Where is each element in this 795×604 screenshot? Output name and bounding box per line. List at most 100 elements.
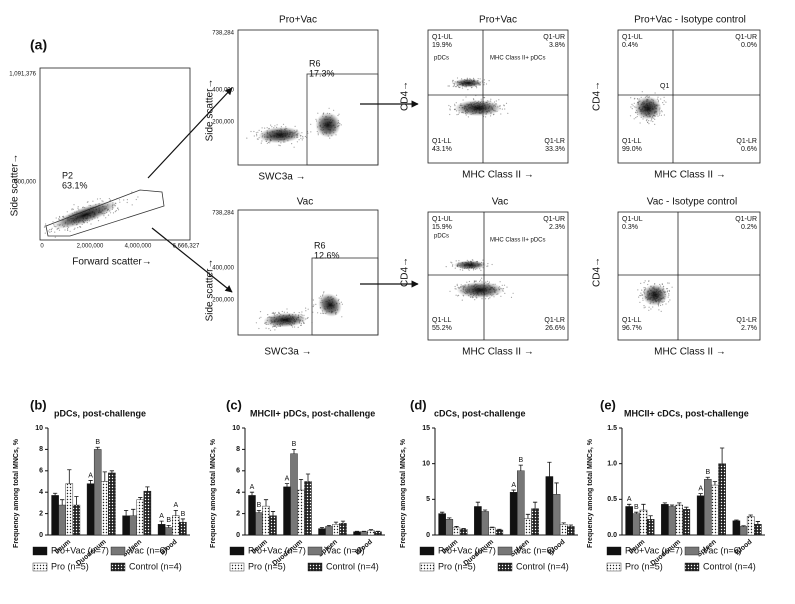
legend-swatch xyxy=(684,562,700,572)
population-note: MHC Class II+ pDCs xyxy=(490,238,546,244)
legend-swatch xyxy=(32,562,48,572)
event-dot xyxy=(663,285,665,287)
legend-label: Vac (n=6) xyxy=(703,545,742,555)
error-bar xyxy=(554,482,559,495)
event-dot xyxy=(457,295,459,297)
event-dot xyxy=(481,298,483,300)
event-dot xyxy=(258,129,260,131)
event-dot xyxy=(468,280,470,283)
legend-swatch xyxy=(497,562,513,572)
legend-swatch xyxy=(110,562,126,572)
event-dot xyxy=(490,98,492,100)
event-dot xyxy=(117,209,120,211)
event-dot xyxy=(639,301,641,303)
event-dot xyxy=(246,137,248,139)
quadrant-percent: 19.9% xyxy=(432,42,452,49)
event-dot xyxy=(305,310,307,312)
chart-title: pDCs, post-challenge xyxy=(54,408,146,418)
event-dot xyxy=(261,127,263,129)
event-dot xyxy=(483,84,485,86)
event-dot xyxy=(265,327,267,329)
event-dot xyxy=(457,113,459,115)
error-bar xyxy=(634,511,639,514)
event-dot xyxy=(126,201,128,204)
event-dot xyxy=(651,119,653,121)
event-dot xyxy=(458,294,460,296)
event-density xyxy=(263,312,307,328)
event-dot xyxy=(659,283,661,286)
legend-swatch xyxy=(229,562,245,572)
event-dot xyxy=(92,200,94,202)
event-dot xyxy=(298,139,300,141)
bar xyxy=(438,513,446,536)
quadrant-name: Q1-UR xyxy=(735,216,757,223)
significance-letter: B xyxy=(166,517,171,524)
error-bar xyxy=(719,447,725,464)
event-dot xyxy=(492,114,495,116)
quadrant-name: Q1-LR xyxy=(544,138,565,145)
event-dot xyxy=(101,200,103,202)
event-dot xyxy=(283,311,285,313)
event-dot xyxy=(341,303,343,305)
error-bar xyxy=(734,519,739,521)
event-dot xyxy=(304,135,306,138)
error-bar xyxy=(648,515,653,520)
y-tick-label: 10 xyxy=(422,461,430,468)
quadrant-name: Q1-UL xyxy=(432,34,453,41)
event-dot xyxy=(449,109,451,111)
event-dot xyxy=(44,232,46,234)
event-dot xyxy=(505,102,508,104)
flow-plot: Vac CD4→ MHC Class II → Q1-UL 15.9% Q1-U… xyxy=(400,197,569,358)
error-bar xyxy=(333,521,339,525)
event-dot xyxy=(641,289,643,291)
event-density xyxy=(315,112,341,138)
bar xyxy=(269,515,277,536)
event-dot xyxy=(317,112,319,114)
y-axis-label: Frequency among total MNCs, % xyxy=(587,438,594,548)
bar xyxy=(65,483,74,536)
event-dot xyxy=(300,324,302,326)
event-dot xyxy=(44,225,46,227)
event-dot xyxy=(488,298,490,300)
event-dot xyxy=(271,126,273,128)
event-dot xyxy=(260,316,262,318)
legend-swatch xyxy=(497,546,513,556)
bar xyxy=(552,494,561,536)
error-bar xyxy=(748,514,753,517)
legend-swatch xyxy=(606,562,622,572)
quadrant-percent: 55.2% xyxy=(432,325,452,332)
bar xyxy=(72,504,81,536)
event-dot xyxy=(329,137,331,139)
bar-chart: (c) MHCII+ pDCs, post-challenge Frequency … xyxy=(210,397,385,571)
event-dot xyxy=(77,227,79,229)
event-dot xyxy=(499,281,501,283)
bar xyxy=(639,509,648,536)
event-dot xyxy=(278,144,280,146)
event-dot xyxy=(650,308,652,310)
y-axis-label: Side scatter→ xyxy=(205,259,216,322)
event-dot xyxy=(96,198,99,200)
event-dot xyxy=(455,102,457,104)
bar xyxy=(179,521,187,536)
y-tick-label: 400,000 xyxy=(212,88,234,94)
event-dot xyxy=(486,280,489,282)
event-dot xyxy=(488,281,490,283)
y-tick-label: 5 xyxy=(426,496,430,503)
event-dot xyxy=(266,127,268,129)
error-bar xyxy=(669,504,675,507)
event-dot xyxy=(662,102,664,104)
event-dot xyxy=(294,125,296,127)
event-dot xyxy=(291,143,293,145)
event-dot xyxy=(486,265,488,267)
legend-label: Vac (n=6) xyxy=(516,545,555,555)
bar-chart: (e) MHCII+ cDCs, post-challenge Frequency … xyxy=(587,397,765,571)
y-tick-label: 500,000 xyxy=(14,180,36,186)
event-density xyxy=(453,78,483,88)
bar xyxy=(675,504,683,536)
event-dot xyxy=(107,214,110,216)
event-dot xyxy=(452,81,454,83)
population-note: pDCs xyxy=(434,234,449,240)
event-dot xyxy=(67,229,69,231)
bar xyxy=(754,524,762,536)
event-dot xyxy=(455,260,457,262)
